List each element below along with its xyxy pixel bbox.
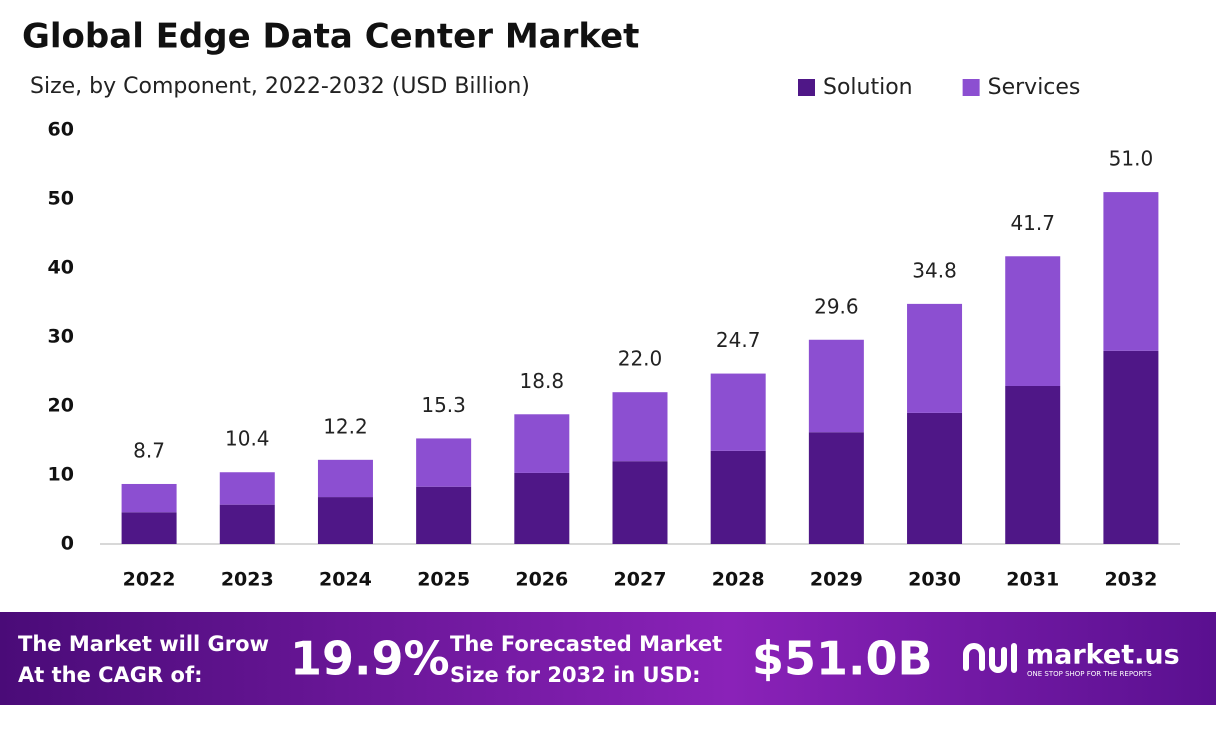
bar-segment — [514, 414, 570, 473]
y-tick-label: 20 — [48, 395, 74, 417]
brand-logo — [963, 643, 1017, 673]
legend-swatch — [962, 79, 980, 96]
bar-segment — [416, 438, 472, 487]
total-label: 15.3 — [421, 393, 466, 417]
bar-segment — [907, 412, 963, 544]
bar-segment — [317, 459, 373, 498]
total-label: 8.7 — [133, 438, 165, 462]
forecast-text: The Forecasted Market — [450, 632, 722, 656]
total-label: 12.2 — [323, 414, 368, 438]
chart-title: Global Edge Data Center Market — [22, 17, 639, 57]
bar-segment — [121, 483, 177, 513]
bar-segment — [1103, 192, 1159, 351]
logo-icon — [963, 643, 985, 671]
chart-subtitle: Size, by Component, 2022-2032 (USD Billi… — [30, 74, 530, 99]
bar-segment — [710, 450, 766, 544]
bar-segment — [808, 432, 864, 544]
bar-segment — [219, 472, 275, 505]
bar-segment — [514, 472, 570, 544]
bar-segment — [907, 303, 963, 413]
bar-segment — [1103, 350, 1159, 544]
logo-icon — [989, 643, 1017, 673]
cagr-text: The Market will Grow — [18, 632, 269, 656]
total-label: 24.7 — [716, 328, 761, 352]
bar-segment — [1005, 256, 1061, 386]
brand-tagline: ONE STOP SHOP FOR THE REPORTS — [1027, 670, 1152, 678]
x-tick-label: 2026 — [515, 569, 568, 591]
bar-segment — [612, 392, 668, 462]
total-label: 10.4 — [225, 427, 270, 451]
bar-segment — [1005, 385, 1061, 544]
brand-name: market.us — [1026, 640, 1180, 671]
y-tick-label: 0 — [61, 533, 74, 555]
x-tick-label: 2032 — [1104, 569, 1157, 591]
bar-segment — [612, 461, 668, 544]
y-tick-label: 60 — [48, 119, 74, 141]
x-tick-label: 2030 — [908, 569, 961, 591]
forecast-value: $51.0B — [752, 632, 933, 686]
bar-segment — [808, 339, 864, 433]
y-tick-label: 50 — [48, 188, 74, 210]
cagr-text: At the CAGR of: — [18, 663, 203, 687]
cagr-value: 19.9% — [290, 632, 450, 686]
x-tick-label: 2025 — [417, 569, 470, 591]
legend-swatch — [798, 79, 815, 96]
bar-segment — [219, 504, 275, 544]
legend-label: Services — [988, 75, 1081, 100]
y-tick-label: 10 — [48, 464, 74, 486]
total-label: 18.8 — [520, 369, 565, 393]
x-tick-label: 2027 — [614, 569, 667, 591]
total-label: 22.0 — [618, 347, 663, 371]
bar-segment — [317, 497, 373, 544]
y-tick-label: 40 — [48, 257, 74, 279]
x-tick-label: 2031 — [1006, 569, 1059, 591]
bar-segment — [121, 512, 177, 544]
bar-segment — [416, 486, 472, 544]
total-label: 41.7 — [1010, 211, 1055, 235]
x-tick-label: 2028 — [712, 569, 765, 591]
total-label: 34.8 — [912, 258, 957, 282]
total-label: 29.6 — [814, 294, 859, 318]
legend-label: Solution — [823, 75, 913, 100]
bar-segment — [710, 373, 766, 451]
total-label: 51.0 — [1109, 147, 1154, 171]
x-tick-label: 2022 — [123, 569, 176, 591]
forecast-text: Size for 2032 in USD: — [450, 663, 701, 687]
x-tick-label: 2023 — [221, 569, 274, 591]
x-tick-label: 2024 — [319, 569, 372, 591]
y-tick-label: 30 — [48, 326, 74, 348]
x-tick-label: 2029 — [810, 569, 863, 591]
